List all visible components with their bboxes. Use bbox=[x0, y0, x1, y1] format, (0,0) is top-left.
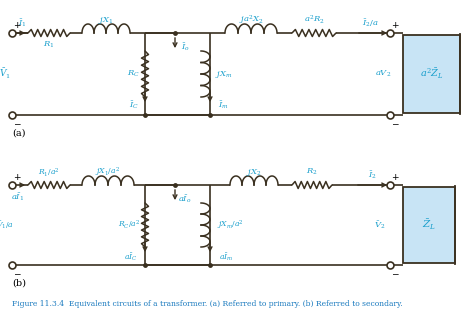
Text: $\bar{I}_o$: $\bar{I}_o$ bbox=[180, 41, 189, 53]
Text: (a): (a) bbox=[12, 128, 25, 138]
Text: $ja^2X_2$: $ja^2X_2$ bbox=[238, 13, 263, 27]
FancyBboxPatch shape bbox=[402, 187, 454, 263]
Text: $-$: $-$ bbox=[390, 268, 398, 277]
Text: $-$: $-$ bbox=[13, 119, 21, 127]
Text: $a\bar{I}_1$: $a\bar{I}_1$ bbox=[11, 191, 25, 203]
Text: $\bar{I}_{2}/a$: $\bar{I}_{2}/a$ bbox=[361, 17, 377, 29]
Text: $\bar{V}_2$: $\bar{V}_2$ bbox=[374, 219, 385, 231]
Text: $a^2R_2$: $a^2R_2$ bbox=[303, 14, 324, 26]
Text: $\bar{I}_C$: $\bar{I}_C$ bbox=[129, 99, 139, 111]
Text: $a\bar{I}_m$: $a\bar{I}_m$ bbox=[218, 251, 233, 263]
Text: $\bar{I}_2$: $\bar{I}_2$ bbox=[367, 169, 376, 181]
Text: $\bar{Z}_L$: $\bar{Z}_L$ bbox=[421, 218, 435, 232]
FancyBboxPatch shape bbox=[402, 35, 459, 113]
Text: +: + bbox=[13, 173, 21, 183]
Text: $aV_2$: $aV_2$ bbox=[374, 69, 390, 79]
Text: $\bar{I}_1$: $\bar{I}_1$ bbox=[18, 17, 26, 29]
Text: $-$: $-$ bbox=[13, 268, 21, 277]
Text: +: + bbox=[390, 22, 398, 30]
Text: $jX_2$: $jX_2$ bbox=[246, 166, 261, 178]
Text: $-$: $-$ bbox=[390, 119, 398, 127]
Text: $R_2$: $R_2$ bbox=[306, 167, 317, 177]
Text: $R_C/a^2$: $R_C/a^2$ bbox=[118, 219, 140, 231]
Text: $jX_1/a^2$: $jX_1/a^2$ bbox=[95, 165, 120, 179]
Text: $\bar{I}_m$: $\bar{I}_m$ bbox=[217, 99, 228, 111]
Text: $R_C$: $R_C$ bbox=[126, 69, 139, 79]
Text: (b): (b) bbox=[12, 279, 26, 288]
Text: $R_1/a^2$: $R_1/a^2$ bbox=[38, 167, 60, 179]
Text: $jX_m$: $jX_m$ bbox=[215, 68, 232, 80]
Text: $a\bar{I}_C$: $a\bar{I}_C$ bbox=[124, 251, 138, 263]
Text: $R_1$: $R_1$ bbox=[43, 40, 55, 50]
Text: $\bar{V}_1/a$: $\bar{V}_1/a$ bbox=[0, 219, 14, 231]
Text: $a\bar{I}_o$: $a\bar{I}_o$ bbox=[178, 193, 191, 205]
Text: +: + bbox=[13, 22, 21, 30]
Text: $\bar{V}_1$: $\bar{V}_1$ bbox=[0, 67, 11, 81]
Text: $jX_1$: $jX_1$ bbox=[98, 15, 113, 25]
Text: $jX_m/a^2$: $jX_m/a^2$ bbox=[216, 218, 243, 232]
Text: $a^2\bar{Z}_L$: $a^2\bar{Z}_L$ bbox=[419, 67, 443, 81]
Text: +: + bbox=[390, 173, 398, 183]
Text: Figure 11.3.4  Equivalent circuits of a transformer. (a) Referred to primary. (b: Figure 11.3.4 Equivalent circuits of a t… bbox=[12, 300, 402, 308]
